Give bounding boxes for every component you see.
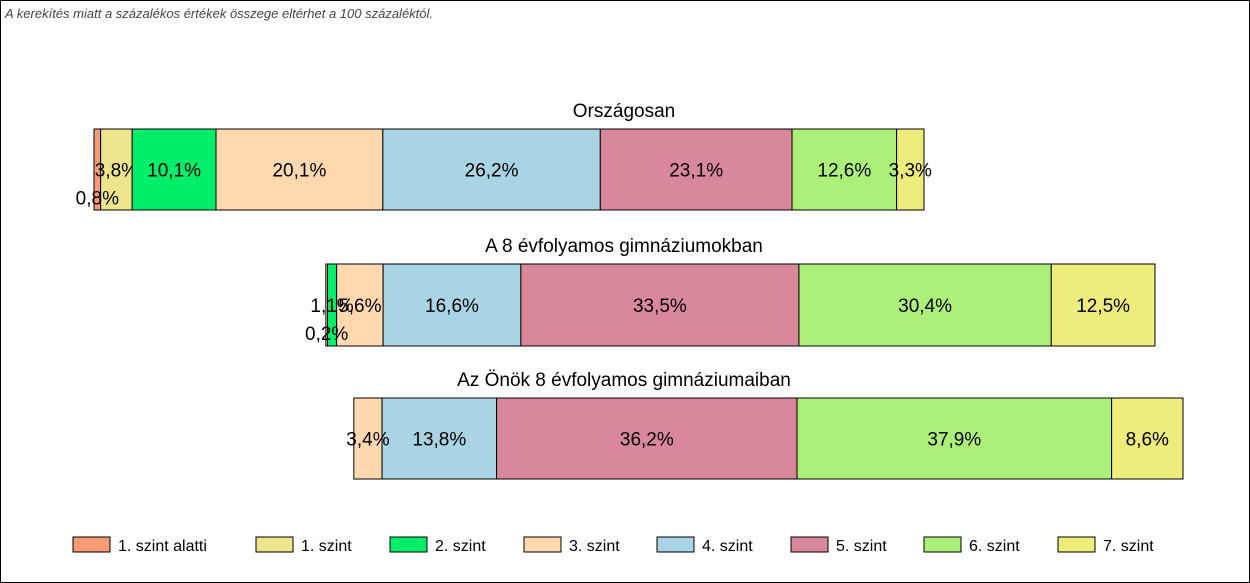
data-label: 1,1% [310, 296, 353, 317]
legend-label: 1. szint alatti [118, 538, 207, 555]
data-label: 12,5% [1076, 296, 1130, 317]
data-label: 12,6% [817, 161, 871, 182]
bar-segment [215, 128, 384, 211]
rounding-note: A kerekítés miatt a százalékos értékek ö… [5, 6, 434, 21]
data-label: 0,8% [76, 189, 119, 210]
data-label: 20,1% [272, 161, 326, 182]
bar-segment [791, 128, 898, 211]
bar-segment [382, 128, 601, 211]
bar-title: A 8 évfolyamos gimnáziumokban [485, 236, 763, 257]
data-label: 3,3% [889, 161, 932, 182]
data-label: 36,2% [620, 430, 674, 451]
bar-group-3: Az Önök 8 évfolyamos gimnáziumaiban 13,8%… [346, 370, 1184, 480]
legend-label: 7. szint [1103, 538, 1154, 555]
bar-title: Országosan [573, 101, 675, 122]
legend: 1. szint alatti 1. szint 2. szint 3. szint 4… [72, 536, 1154, 555]
legend-label: 6. szint [969, 538, 1020, 555]
legend-swatch [72, 536, 111, 553]
legend-swatch [656, 536, 695, 553]
legend-swatch [1057, 536, 1096, 553]
bar-segment [599, 128, 793, 211]
legend-label: 2. szint [435, 538, 486, 555]
bar-title: Az Önök 8 évfolyamos gimnáziumaiban [457, 370, 791, 391]
legend-swatch [389, 536, 428, 553]
data-label: 0,2% [305, 324, 348, 345]
legend-swatch [255, 536, 294, 553]
legend-swatch [523, 536, 562, 553]
legend-label: 5. szint [836, 538, 887, 555]
data-label: 30,4% [898, 296, 952, 317]
bar-group-1: Országosan 3,8% 10,1% 20,1% 26,2% 23,1% 12,6% 0… [76, 101, 932, 211]
data-label: 23,1% [669, 161, 723, 182]
data-label: 3,4% [346, 430, 389, 451]
data-label: 5,6% [338, 296, 381, 317]
legend-item: 5. szint [790, 536, 887, 555]
bar-segment [796, 397, 1113, 480]
bar-group-2: A 8 évfolyamos gimnáziumokban 5,6% 16,6% 33… [305, 236, 1156, 347]
bar-segment [1111, 397, 1184, 480]
bar-segment [896, 128, 925, 211]
legend-label: 1. szint [301, 538, 352, 555]
legend-item: 1. szint alatti [72, 536, 207, 555]
legend-item: 7. szint [1057, 536, 1154, 555]
bar-segment [1050, 263, 1156, 347]
bar-segment [382, 263, 522, 347]
legend-swatch [790, 536, 829, 553]
bar-segment [131, 128, 217, 211]
data-label: 16,6% [425, 296, 479, 317]
legend-item: 2. szint [389, 536, 486, 555]
legend-item: 6. szint [923, 536, 1020, 555]
legend-item: 1. szint [255, 536, 352, 555]
legend-swatch [923, 536, 962, 553]
data-label: 10,1% [147, 161, 201, 182]
legend-label: 3. szint [569, 538, 620, 555]
data-label: 3,8% [95, 161, 138, 182]
bar-segment [520, 263, 800, 347]
data-label: 13,8% [412, 430, 466, 451]
legend-label: 4. szint [702, 538, 753, 555]
legend-item: 4. szint [656, 536, 753, 555]
bar-segment [798, 263, 1052, 347]
data-label: 33,5% [633, 296, 687, 317]
bars-layer: Országosan 3,8% 10,1% 20,1% 26,2% 23,1% 12,6% 0… [76, 101, 1184, 480]
legend-item: 3. szint [523, 536, 620, 555]
bar-segment [381, 397, 498, 480]
data-label: 37,9% [927, 430, 981, 451]
data-label: 8,6% [1126, 430, 1169, 451]
data-label: 26,2% [465, 161, 519, 182]
